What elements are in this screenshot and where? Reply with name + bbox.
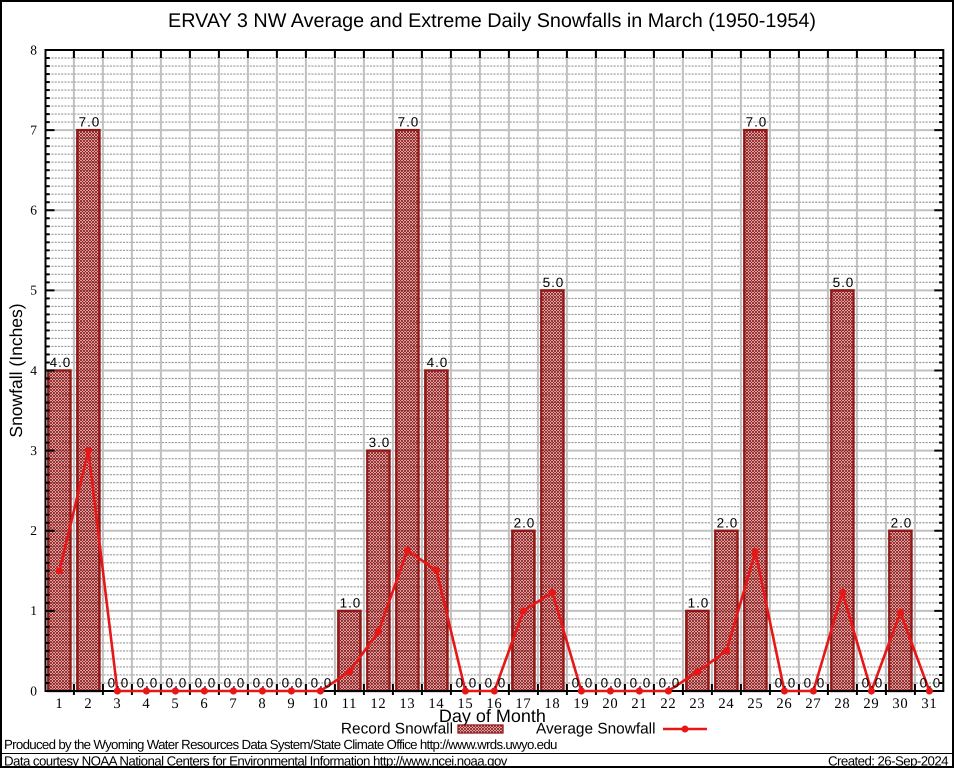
svg-text:29: 29 [863, 696, 879, 712]
svg-text:25: 25 [747, 696, 763, 712]
svg-text:5.0: 5.0 [833, 275, 854, 290]
svg-text:16: 16 [486, 696, 502, 712]
svg-text:1.0: 1.0 [340, 595, 361, 610]
svg-text:0.0: 0.0 [659, 676, 680, 691]
svg-text:5: 5 [171, 696, 179, 712]
svg-text:2.0: 2.0 [891, 515, 912, 530]
svg-text:11: 11 [342, 696, 357, 712]
svg-text:0.0: 0.0 [166, 676, 187, 691]
svg-text:Average Snowfall: Average Snowfall [536, 721, 656, 738]
svg-text:1: 1 [30, 603, 37, 618]
svg-text:20: 20 [602, 696, 618, 712]
svg-text:3: 3 [30, 443, 37, 458]
svg-text:6: 6 [30, 203, 37, 218]
svg-text:23: 23 [689, 696, 705, 712]
svg-text:2: 2 [30, 523, 37, 538]
svg-text:0.0: 0.0 [920, 676, 941, 691]
svg-text:31: 31 [921, 696, 937, 712]
svg-text:14: 14 [428, 696, 444, 712]
svg-text:24: 24 [718, 696, 734, 712]
svg-text:21: 21 [631, 696, 647, 712]
svg-text:30: 30 [892, 696, 908, 712]
svg-text:19: 19 [573, 696, 589, 712]
svg-text:2: 2 [84, 696, 92, 712]
svg-text:6: 6 [200, 696, 208, 712]
svg-text:Record Snowfall: Record Snowfall [341, 721, 453, 738]
svg-text:8: 8 [258, 696, 266, 712]
svg-text:0.0: 0.0 [195, 676, 216, 691]
svg-text:0.0: 0.0 [485, 676, 506, 691]
svg-text:0.0: 0.0 [804, 676, 825, 691]
svg-text:12: 12 [370, 696, 386, 712]
svg-text:Day of Month: Day of Month [439, 706, 546, 726]
svg-text:5: 5 [30, 283, 37, 298]
svg-text:13: 13 [399, 696, 415, 712]
svg-text:7.0: 7.0 [79, 115, 100, 130]
svg-text:0.0: 0.0 [311, 676, 332, 691]
svg-text:18: 18 [544, 696, 560, 712]
svg-text:3.0: 3.0 [369, 435, 390, 450]
svg-text:2.0: 2.0 [717, 515, 738, 530]
svg-text:7.0: 7.0 [398, 115, 419, 130]
svg-text:4.0: 4.0 [50, 355, 71, 370]
svg-text:26: 26 [776, 696, 792, 712]
svg-text:1: 1 [55, 696, 63, 712]
svg-text:7: 7 [30, 122, 37, 137]
svg-text:9: 9 [287, 696, 295, 712]
svg-text:0.0: 0.0 [224, 676, 245, 691]
svg-text:0.0: 0.0 [601, 676, 622, 691]
svg-text:28: 28 [834, 696, 850, 712]
svg-text:10: 10 [312, 696, 328, 712]
svg-text:27: 27 [805, 696, 821, 712]
svg-text:Created: 26-Sep-2024: Created: 26-Sep-2024 [828, 753, 948, 768]
svg-text:0.0: 0.0 [775, 676, 796, 691]
svg-text:Produced by the Wyoming Water: Produced by the Wyoming Water Resources … [4, 737, 557, 752]
svg-text:ERVAY 3 NW Average and Extreme: ERVAY 3 NW Average and Extreme Daily Sno… [168, 10, 816, 32]
svg-text:1.0: 1.0 [688, 595, 709, 610]
svg-text:0.0: 0.0 [630, 676, 651, 691]
svg-text:8: 8 [30, 42, 37, 57]
svg-text:5.0: 5.0 [543, 275, 564, 290]
svg-text:0: 0 [30, 683, 37, 698]
svg-text:2.0: 2.0 [514, 515, 535, 530]
svg-text:4: 4 [142, 696, 150, 712]
svg-text:7.0: 7.0 [746, 115, 767, 130]
svg-text:Snowfall (Inches): Snowfall (Inches) [6, 303, 26, 437]
svg-text:17: 17 [515, 696, 531, 712]
svg-text:4.0: 4.0 [427, 355, 448, 370]
svg-text:0.0: 0.0 [282, 676, 303, 691]
svg-text:0.0: 0.0 [456, 676, 477, 691]
svg-text:0.0: 0.0 [862, 676, 883, 691]
svg-text:0.0: 0.0 [253, 676, 274, 691]
svg-text:3: 3 [113, 696, 121, 712]
svg-text:0.0: 0.0 [108, 676, 129, 691]
svg-text:0.0: 0.0 [572, 676, 593, 691]
svg-text:0.0: 0.0 [137, 676, 158, 691]
svg-text:Data courtesy NOAA National Ce: Data courtesy NOAA National Centers for … [4, 753, 508, 768]
svg-text:22: 22 [660, 696, 676, 712]
svg-text:4: 4 [30, 363, 37, 378]
svg-text:15: 15 [457, 696, 473, 712]
svg-text:7: 7 [229, 696, 237, 712]
